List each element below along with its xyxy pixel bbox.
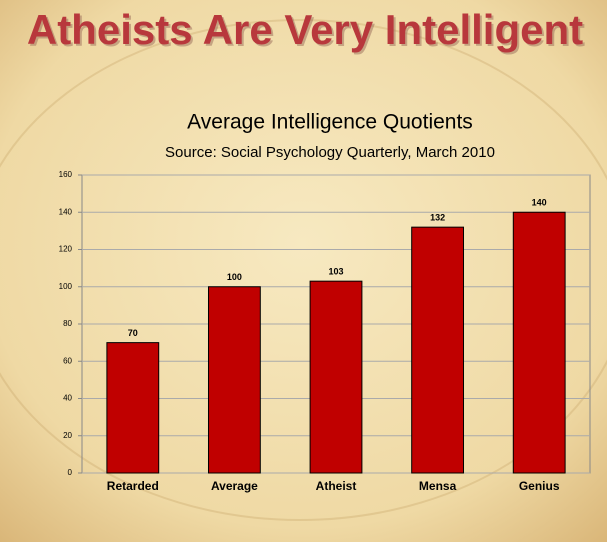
value-label: 100	[227, 272, 242, 282]
y-tick-label: 80	[63, 319, 72, 328]
decoration	[0, 19, 607, 521]
y-tick-label: 160	[59, 170, 73, 179]
bar	[309, 280, 363, 474]
bar	[512, 211, 566, 474]
title-shadow: Atheists Are Very Intelligent	[29, 8, 585, 55]
x-tick-label: Genius	[519, 479, 560, 493]
x-tick-label: Atheist	[316, 479, 357, 493]
value-label: 70	[128, 328, 138, 338]
y-tick-label: 20	[63, 431, 72, 440]
value-label: 140	[532, 198, 547, 208]
bar	[411, 226, 465, 474]
value-label: 132	[430, 213, 445, 223]
x-tick-label: Average	[211, 479, 258, 493]
x-tick-label: Retarded	[107, 479, 159, 493]
y-tick-label: 120	[59, 245, 73, 254]
bar	[106, 342, 160, 474]
y-tick-label: 0	[68, 468, 73, 477]
slide-title: Atheists Are Very Intelligent	[27, 6, 583, 53]
x-tick-label: Mensa	[419, 479, 457, 493]
chart-subtitle: Source: Social Psychology Quarterly, Mar…	[165, 144, 495, 161]
value-label: 103	[328, 267, 343, 277]
y-tick-label: 100	[59, 282, 73, 291]
y-tick-label: 140	[59, 207, 73, 216]
bar	[207, 286, 261, 474]
y-tick-label: 60	[63, 356, 72, 365]
y-tick-label: 40	[63, 394, 72, 403]
chart-title: Average Intelligence Quotients	[187, 111, 473, 134]
